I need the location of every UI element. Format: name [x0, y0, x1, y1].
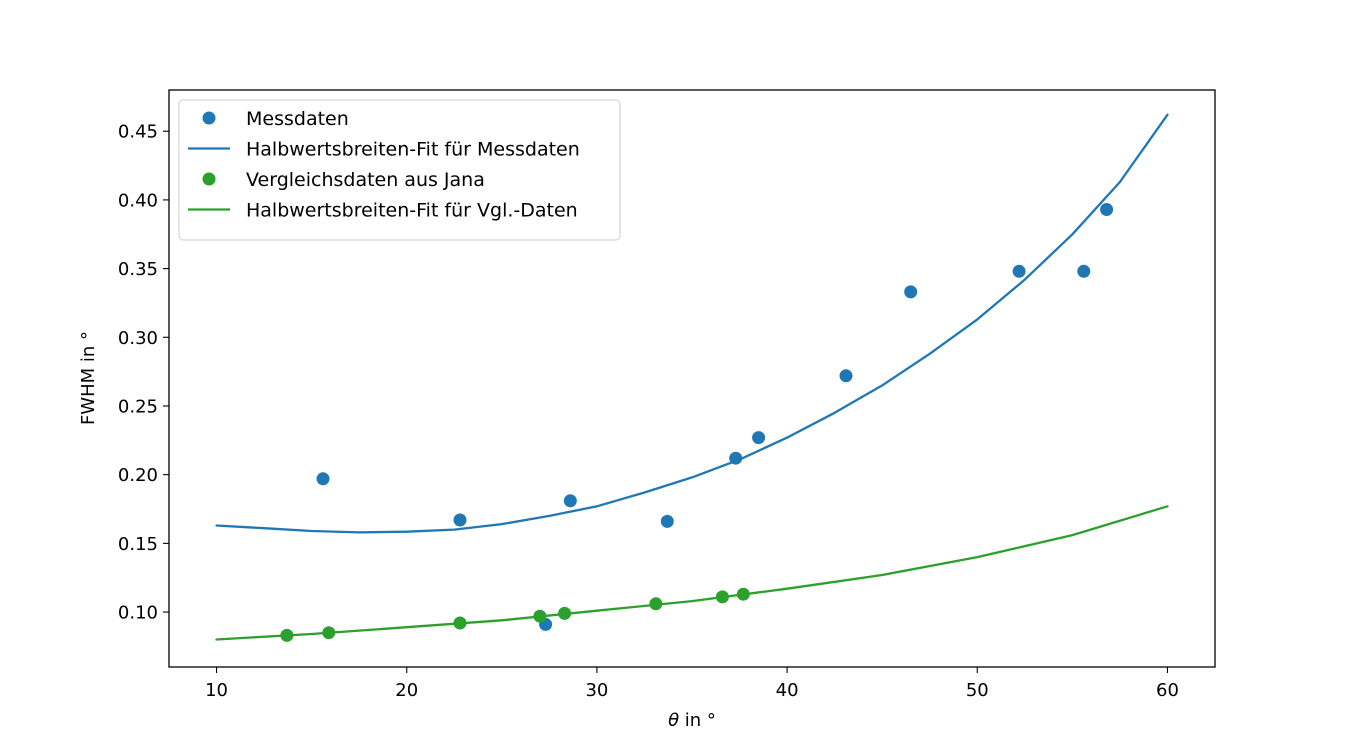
series-line-3: [215, 505, 1169, 641]
x-tick-label: 10: [205, 680, 228, 701]
data-point-0-9: [1012, 264, 1026, 278]
x-tick-label: 30: [585, 680, 608, 701]
data-point-0-3: [563, 494, 577, 508]
data-point-2-6: [715, 590, 729, 604]
legend-entry-label: Messdaten: [246, 108, 349, 130]
data-point-0-8: [904, 285, 918, 299]
legend-marker-swatch: [202, 111, 216, 125]
y-tick-label: 0.30: [118, 328, 158, 349]
y-tick-label: 0.45: [118, 122, 158, 143]
data-point-2-7: [736, 587, 750, 601]
y-tick-label: 0.20: [118, 465, 158, 486]
data-point-2-4: [558, 606, 572, 620]
legend-entry-label: Halbwertsbreiten-Fit für Vgl.-Daten: [246, 200, 578, 222]
y-tick-label: 0.15: [118, 534, 158, 555]
y-tick-label: 0.10: [118, 603, 158, 624]
data-point-0-7: [839, 369, 853, 383]
x-axis-label-symbol: θ: [668, 710, 679, 731]
data-point-2-5: [649, 597, 663, 611]
data-point-0-5: [729, 451, 743, 465]
x-axis-label-unit: in °: [679, 710, 716, 731]
data-point-2-1: [322, 626, 336, 640]
axes-frame: [168, 89, 1216, 668]
legend-entry-label: Vergleichsdaten aus Jana: [246, 169, 485, 191]
plot-area: [215, 113, 1169, 642]
y-axis-label: FWHM in °: [78, 331, 99, 425]
x-tick-label: 40: [776, 680, 799, 701]
data-point-0-4: [660, 514, 674, 528]
data-point-2-2: [453, 616, 467, 630]
data-point-0-1: [453, 513, 467, 527]
legend-box: [178, 99, 621, 241]
data-point-0-0: [316, 472, 330, 486]
data-point-2-3: [533, 609, 547, 623]
x-tick-label: 20: [395, 680, 418, 701]
axis-ticks: 10 20 30 40 50 60 0.10 0.15 0.20 0.25 0.30 0.35 0.40…: [118, 122, 1179, 701]
data-point-2-0: [280, 628, 294, 642]
legend-entry-label: Halbwertsbreiten-Fit für Messdaten: [246, 139, 580, 161]
y-tick-label: 0.40: [118, 190, 158, 211]
y-tick-label: 0.35: [118, 259, 158, 280]
x-tick-label: 50: [966, 680, 989, 701]
legend-marker-swatch: [202, 172, 216, 186]
x-axis-label: θ in °: [668, 710, 716, 731]
data-point-0-6: [752, 431, 766, 445]
data-point-0-10: [1077, 264, 1091, 278]
series-line-1: [215, 113, 1169, 534]
y-tick-label: 0.25: [118, 396, 158, 417]
x-tick-label: 60: [1156, 680, 1179, 701]
legend: Messdaten Halbwertsbreiten-Fit für Messda…: [178, 99, 621, 241]
data-point-0-11: [1100, 203, 1114, 216]
